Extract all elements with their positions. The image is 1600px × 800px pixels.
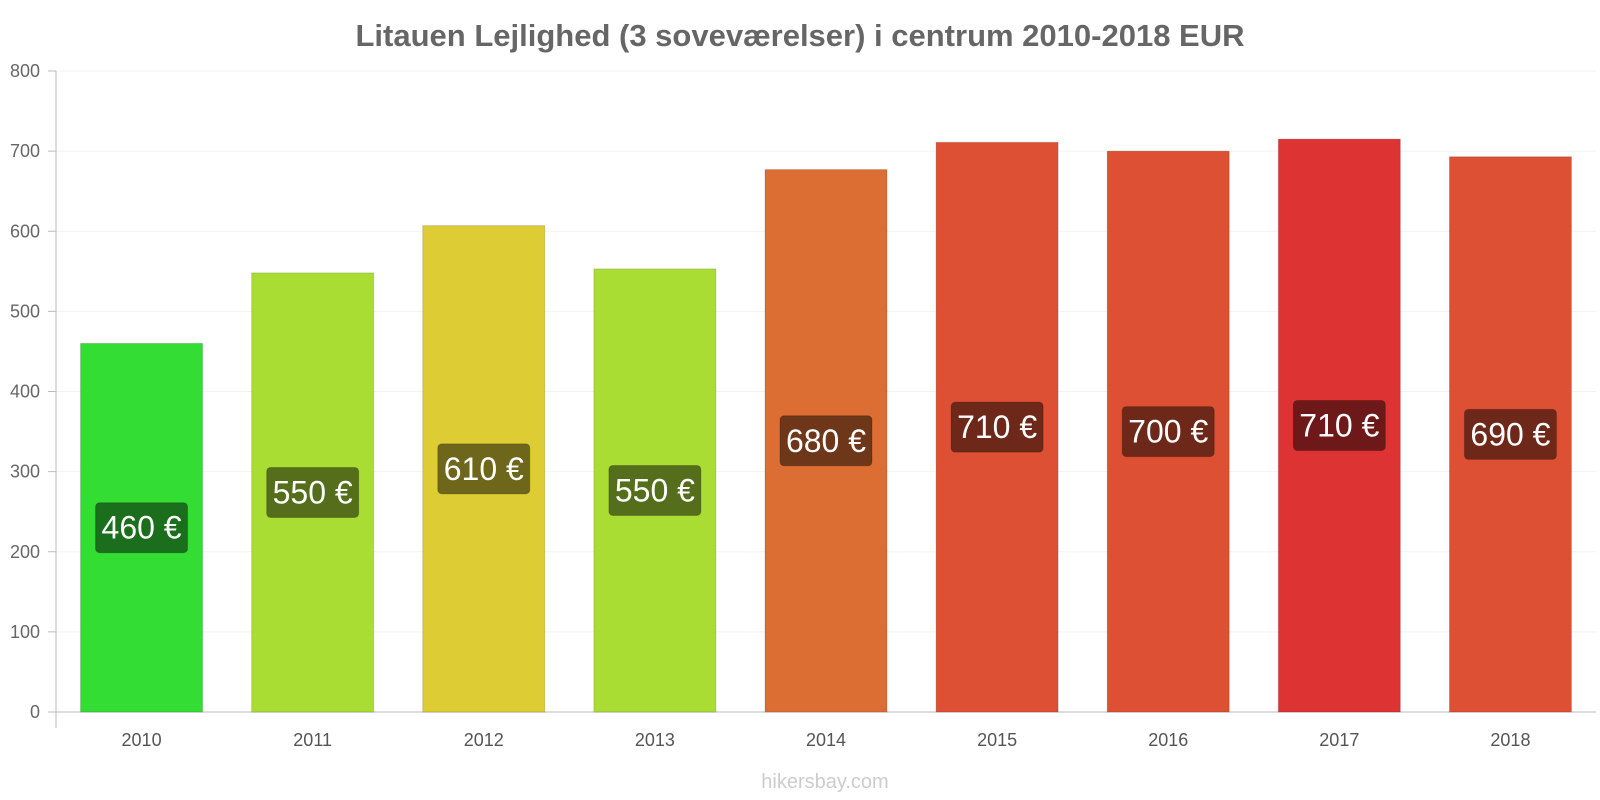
data-label-box bbox=[1463, 408, 1557, 460]
data-label-box bbox=[437, 443, 531, 495]
data-labels: 460 € 550 € 610 € 550 € 680 € 710 € 700 € 710 €… bbox=[95, 400, 1557, 554]
x-tick-label: 2010 bbox=[122, 730, 162, 750]
x-tick-label: 2014 bbox=[806, 730, 846, 750]
data-label: 710 € bbox=[957, 409, 1037, 445]
data-label-box bbox=[1121, 406, 1215, 458]
data-label-box bbox=[608, 464, 702, 516]
data-label-box bbox=[95, 502, 189, 554]
y-tick-label: 800 bbox=[10, 61, 40, 81]
chart-title: Litauen Lejlighed (3 soveværelser) i cen… bbox=[355, 18, 1244, 53]
source-credit: hikersbay.com bbox=[761, 771, 888, 793]
data-label-box bbox=[1292, 400, 1386, 452]
data-label: 710 € bbox=[1299, 408, 1379, 444]
y-tick-label: 300 bbox=[10, 462, 40, 482]
y-tick-label: 500 bbox=[10, 301, 40, 321]
data-label: 690 € bbox=[1470, 416, 1550, 452]
axes: 0 100 200 300 400 500 600 700 800 2010 2011 2012 201… bbox=[10, 61, 1596, 750]
data-label: 460 € bbox=[102, 510, 182, 546]
data-label-box bbox=[779, 415, 873, 467]
y-tick-label: 0 bbox=[30, 702, 40, 722]
data-label: 550 € bbox=[273, 474, 353, 510]
x-tick-label: 2018 bbox=[1490, 730, 1530, 750]
data-label: 550 € bbox=[615, 472, 695, 508]
y-tick-label: 100 bbox=[10, 622, 40, 642]
data-label-box bbox=[266, 466, 360, 518]
data-label-box bbox=[950, 401, 1044, 453]
x-tick-label: 2012 bbox=[464, 730, 504, 750]
data-label: 700 € bbox=[1128, 414, 1208, 450]
data-label: 610 € bbox=[444, 451, 524, 487]
data-label: 680 € bbox=[786, 423, 866, 459]
y-tick-label: 200 bbox=[10, 542, 40, 562]
y-tick-label: 400 bbox=[10, 382, 40, 402]
y-tick-label: 700 bbox=[10, 141, 40, 161]
x-tick-label: 2015 bbox=[977, 730, 1017, 750]
x-tick-label: 2017 bbox=[1319, 730, 1359, 750]
x-tick-label: 2013 bbox=[635, 730, 675, 750]
x-tick-label: 2011 bbox=[293, 730, 332, 750]
x-tick-label: 2016 bbox=[1148, 730, 1188, 750]
y-tick-label: 600 bbox=[10, 221, 40, 241]
